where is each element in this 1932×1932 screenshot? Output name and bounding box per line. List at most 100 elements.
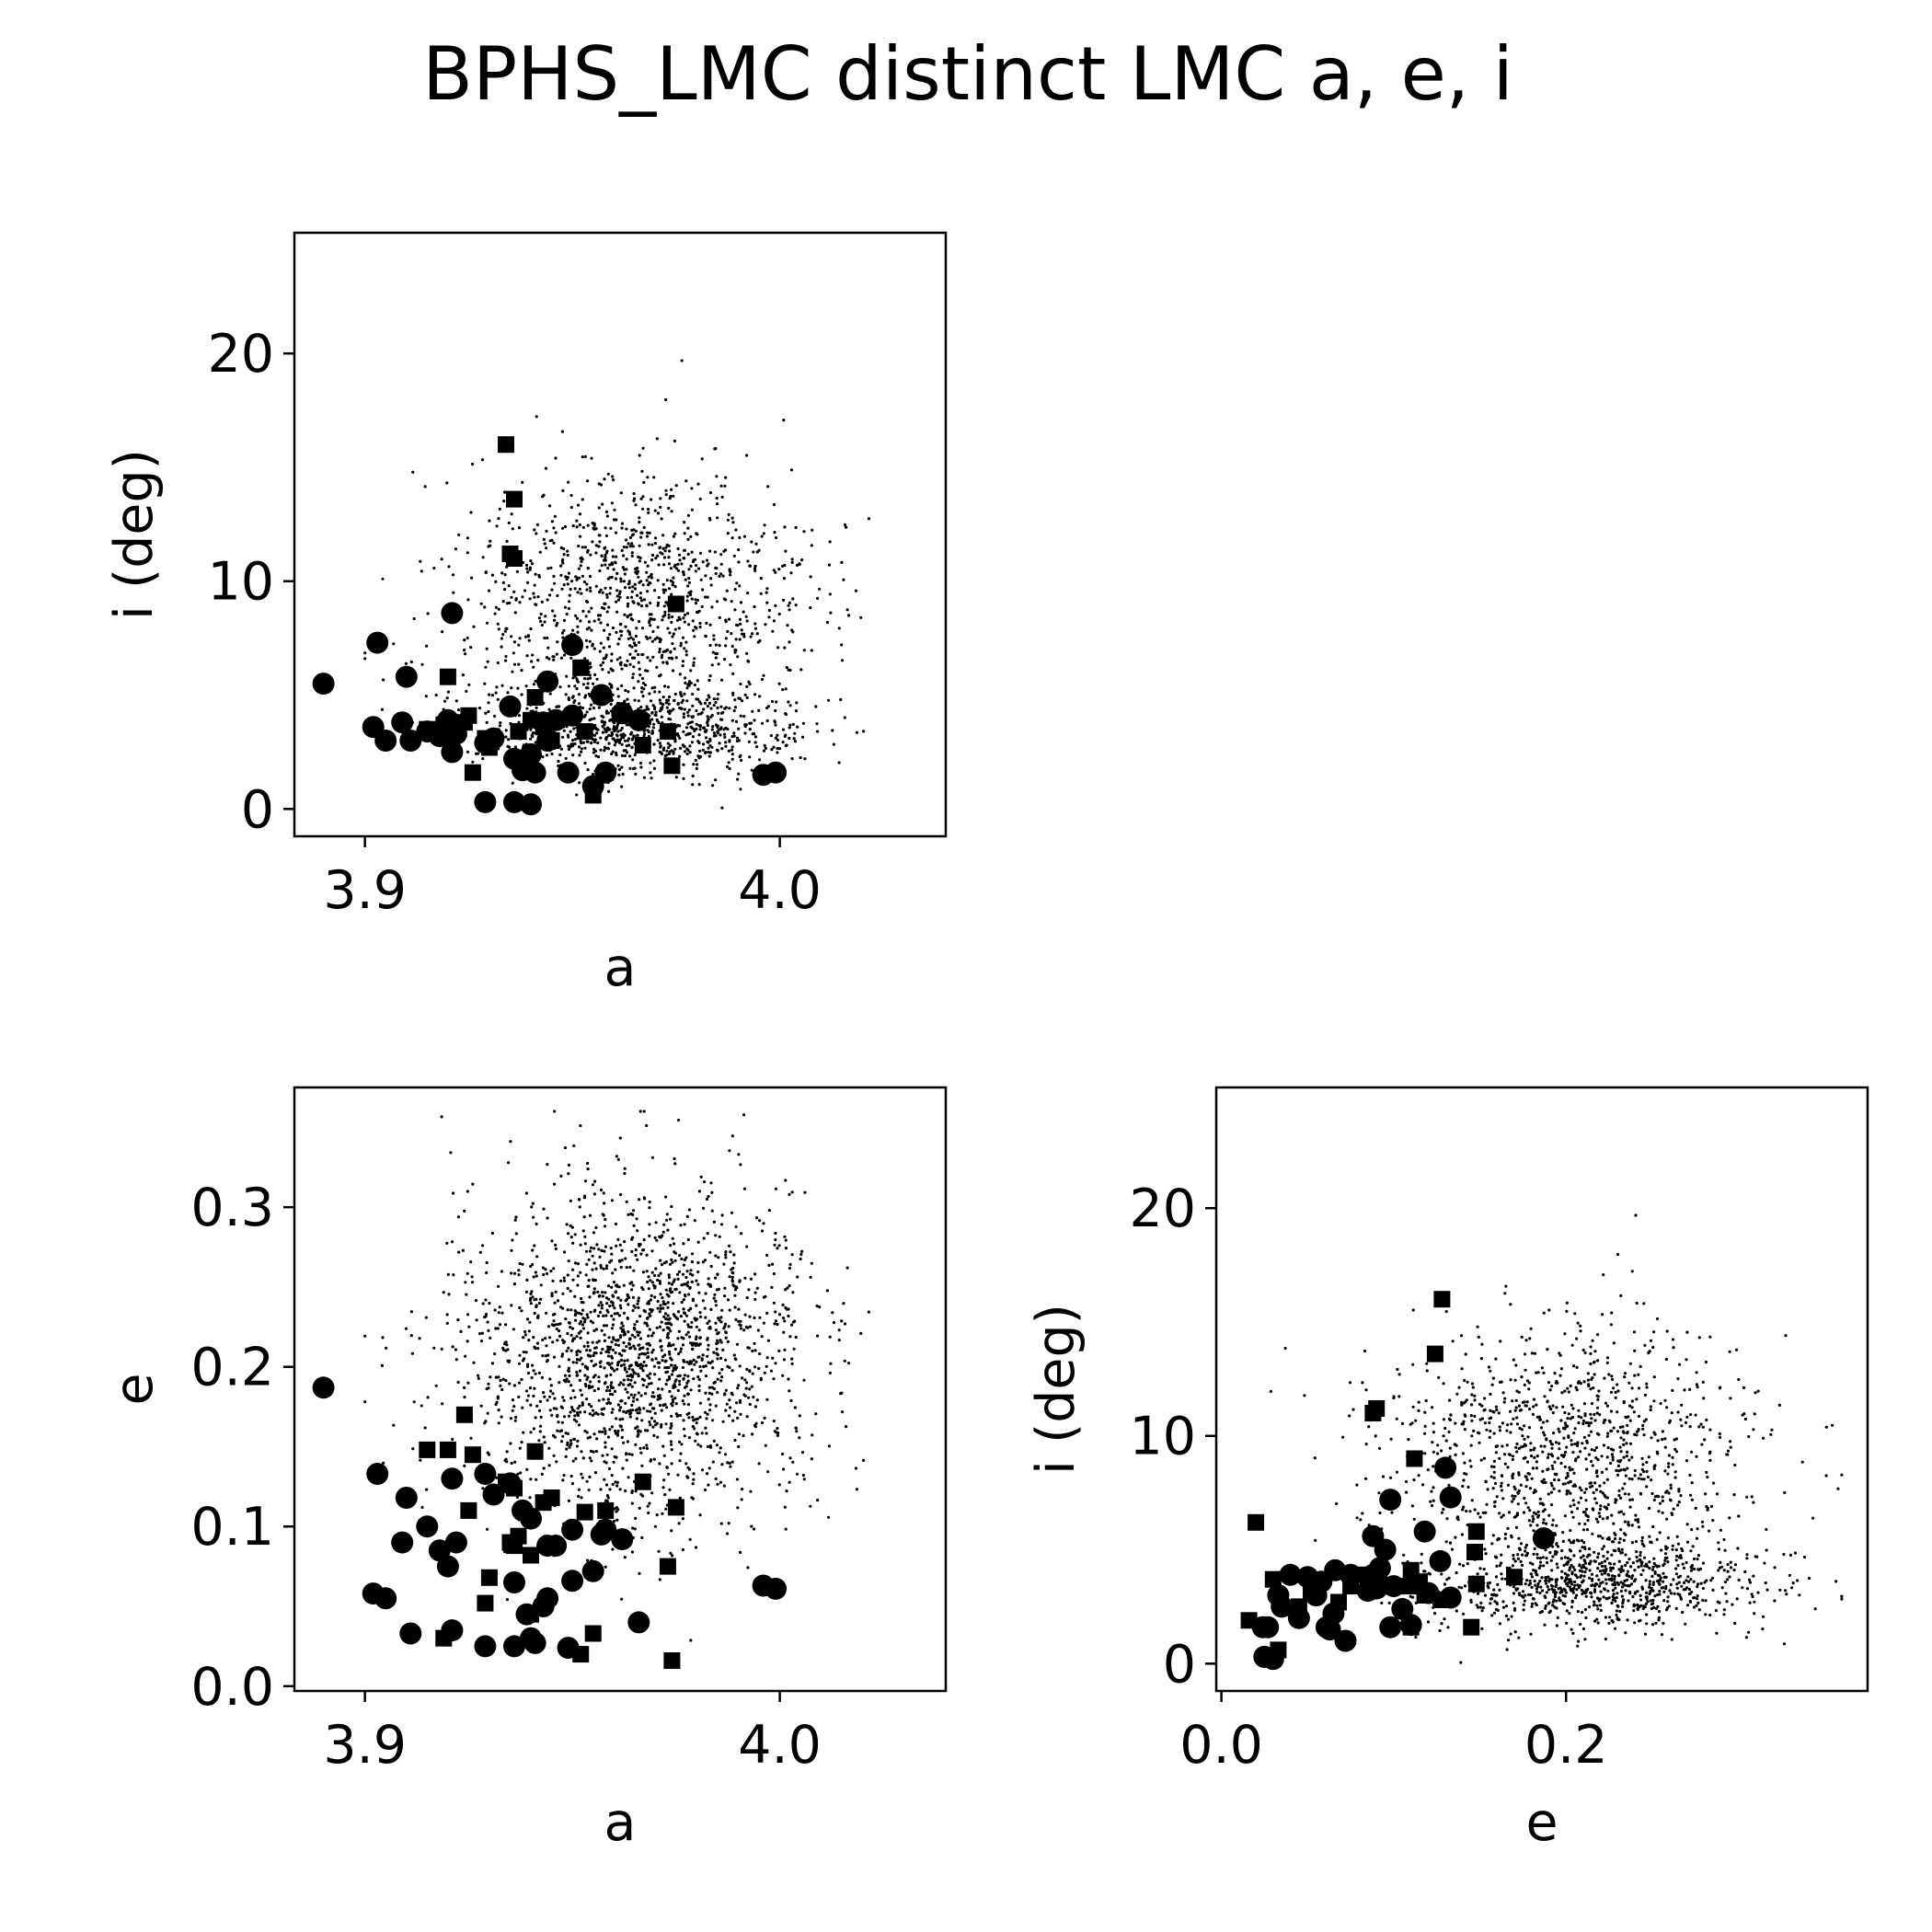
square-marker: [659, 723, 676, 741]
background-point: [1567, 1573, 1570, 1577]
background-point: [774, 736, 778, 740]
background-point: [540, 1375, 545, 1379]
background-point: [626, 604, 630, 608]
background-point: [626, 1390, 629, 1394]
background-point: [668, 1389, 672, 1394]
background-point: [748, 728, 752, 731]
background-point: [623, 1171, 627, 1176]
background-point: [587, 1489, 591, 1492]
background-point: [440, 1115, 443, 1119]
background-point: [669, 1217, 673, 1221]
background-point: [705, 729, 708, 732]
background-point: [1647, 1475, 1650, 1479]
background-point: [741, 1488, 744, 1491]
background-point: [603, 1427, 606, 1431]
background-point: [625, 1370, 628, 1374]
background-point: [676, 1277, 680, 1281]
background-point: [758, 638, 762, 643]
background-point: [552, 1324, 556, 1328]
background-point: [792, 1347, 796, 1351]
background-point: [456, 1380, 460, 1385]
background-point: [1661, 1511, 1664, 1514]
background-point: [549, 566, 553, 569]
background-point: [604, 563, 607, 567]
background-point: [573, 1309, 577, 1313]
background-point: [1599, 1604, 1603, 1607]
background-point: [715, 1443, 719, 1447]
background-point: [610, 1199, 615, 1202]
background-point: [1679, 1556, 1683, 1559]
background-point: [638, 761, 643, 765]
background-point: [526, 570, 530, 574]
background-point: [565, 577, 569, 581]
background-point: [690, 597, 694, 601]
background-point: [669, 1244, 673, 1248]
background-point: [1569, 1384, 1572, 1387]
background-point: [580, 1312, 583, 1316]
background-point: [593, 1471, 598, 1475]
background-point: [611, 719, 615, 723]
background-point: [599, 1488, 603, 1491]
background-point: [562, 628, 566, 633]
background-point: [498, 1305, 501, 1309]
background-point: [528, 597, 532, 601]
background-point: [648, 531, 651, 535]
background-point: [566, 1432, 570, 1435]
background-point: [688, 744, 692, 748]
background-point: [659, 1339, 662, 1342]
background-point: [686, 584, 690, 588]
background-point: [600, 1304, 604, 1307]
background-point: [660, 1349, 663, 1352]
background-point: [1593, 1419, 1597, 1422]
background-point: [485, 621, 489, 625]
background-point: [1645, 1485, 1649, 1489]
background-point: [691, 1497, 696, 1501]
background-point: [645, 1123, 649, 1128]
background-point: [686, 1330, 690, 1334]
background-point: [566, 549, 569, 553]
background-point: [695, 1304, 698, 1307]
background-point: [704, 736, 708, 740]
circle-marker: [391, 1531, 414, 1554]
figure-title: BPHS_LMC distinct LMC a, e, i: [422, 31, 1513, 117]
background-point: [603, 1225, 607, 1228]
background-point: [567, 696, 570, 700]
background-point: [606, 1496, 610, 1500]
background-point: [1645, 1382, 1649, 1386]
background-point: [687, 681, 692, 684]
background-point: [697, 783, 701, 787]
background-point: [667, 1472, 671, 1476]
background-point: [592, 706, 596, 710]
background-point: [546, 1216, 549, 1220]
circle-marker: [444, 722, 467, 745]
background-point: [639, 765, 643, 769]
background-point: [1618, 1425, 1622, 1429]
background-point: [632, 734, 636, 738]
background-point: [642, 480, 646, 485]
background-point: [583, 677, 587, 681]
background-point: [541, 755, 545, 759]
background-point: [753, 735, 758, 739]
background-point: [601, 605, 604, 610]
background-point: [1473, 1508, 1477, 1512]
background-point: [595, 677, 599, 681]
background-point: [1464, 1352, 1467, 1356]
background-point: [483, 1316, 487, 1319]
x-tick-label: 4.0: [738, 1715, 822, 1776]
background-point: [440, 558, 443, 561]
y-tick-label: 0.3: [190, 1178, 274, 1238]
background-point: [649, 1409, 652, 1413]
background-point: [528, 568, 532, 571]
background-point: [1465, 1509, 1468, 1513]
background-point: [600, 1306, 604, 1310]
background-point: [660, 656, 663, 660]
background-point: [580, 1393, 584, 1397]
background-point: [552, 526, 556, 530]
background-point: [467, 1325, 471, 1328]
background-point: [461, 1248, 465, 1252]
background-point: [1495, 1564, 1499, 1568]
background-point: [598, 590, 602, 594]
square-marker: [464, 1446, 481, 1464]
background-point: [696, 763, 699, 766]
background-point: [783, 1505, 787, 1509]
